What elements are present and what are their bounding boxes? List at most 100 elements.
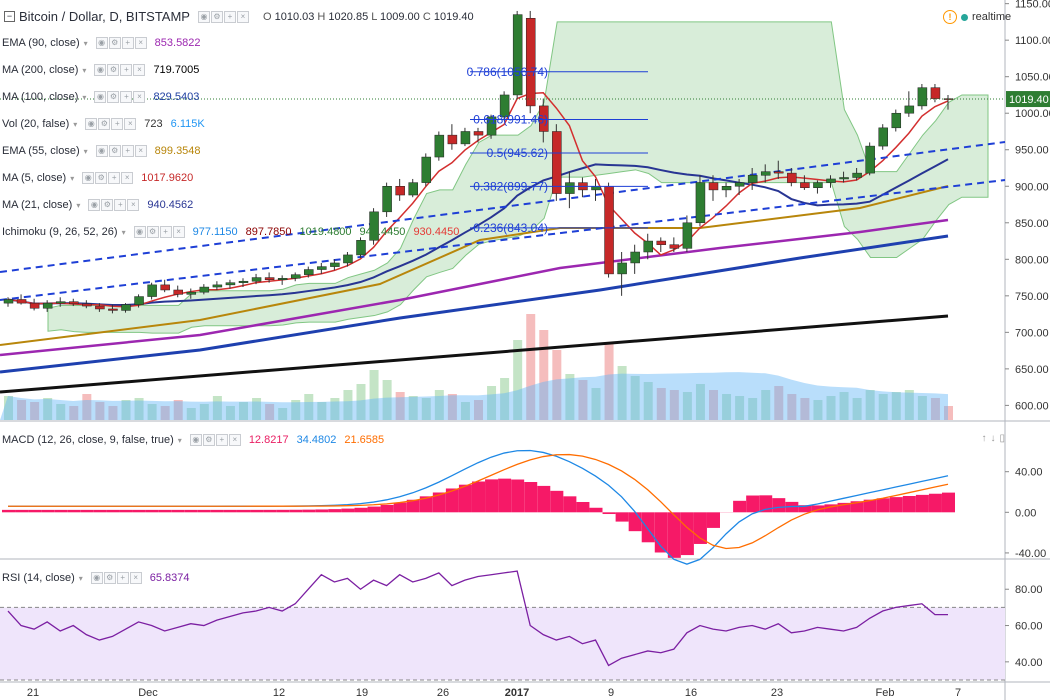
legend-macd[interactable]: MACD (12, 26, close, 9, false, true) ▾ ◉ ⚙ +… [2, 434, 388, 446]
legend-controls[interactable]: ◉ ⚙ + × [90, 572, 142, 584]
legend-3[interactable]: Vol (20, false) ▾ ◉ ⚙ + × 723 6.115K [2, 118, 209, 130]
settings-icon[interactable]: ⚙ [108, 145, 121, 157]
close-icon[interactable]: × [124, 118, 137, 130]
candle [904, 91, 915, 117]
legend-controls[interactable]: ◉ ⚙ + × [95, 145, 147, 157]
dropdown-caret-icon[interactable]: ▾ [73, 119, 78, 129]
settings-icon[interactable]: ⚙ [98, 118, 111, 130]
symbol-controls[interactable]: ◉ ⚙ + × [197, 10, 249, 23]
volume-bar [82, 394, 92, 420]
add-icon[interactable]: + [108, 172, 121, 184]
eye-icon[interactable]: ◉ [90, 572, 103, 584]
eye-icon[interactable]: ◉ [189, 434, 202, 446]
price-axis-bg [1005, 0, 1050, 700]
legend-5[interactable]: MA (5, close) ▾ ◉ ⚙ + × 1017.9620 [2, 172, 197, 184]
signal-line [8, 453, 949, 550]
dropdown-caret-icon[interactable]: ▾ [83, 146, 88, 156]
dropdown-caret-icon[interactable]: ▾ [83, 38, 88, 48]
close-icon[interactable]: × [133, 64, 146, 76]
dropdown-caret-icon[interactable]: ▾ [82, 65, 87, 75]
add-icon[interactable]: + [159, 226, 172, 238]
settings-icon[interactable]: ⚙ [210, 10, 223, 23]
close-icon[interactable]: × [236, 10, 249, 23]
add-icon[interactable]: + [120, 64, 133, 76]
volume-bar [330, 398, 340, 420]
legend-2[interactable]: MA (100, close) ▾ ◉ ⚙ + × 829.5403 [2, 91, 203, 103]
add-icon[interactable]: + [114, 199, 127, 211]
candle [212, 281, 223, 290]
add-icon[interactable]: + [121, 37, 134, 49]
dropdown-caret-icon[interactable]: ▾ [177, 435, 182, 445]
candle-body [604, 186, 614, 275]
eye-icon[interactable]: ◉ [88, 199, 101, 211]
eye-icon[interactable]: ◉ [85, 118, 98, 130]
legend-rsi[interactable]: RSI (14, close) ▾ ◉ ⚙ + × 65.8374 [2, 572, 194, 584]
legend-controls[interactable]: ◉ ⚙ + × [88, 199, 140, 211]
legend-controls[interactable]: ◉ ⚙ + × [82, 172, 134, 184]
eye-icon[interactable]: ◉ [95, 145, 108, 157]
settings-icon[interactable]: ⚙ [202, 434, 215, 446]
legend-0[interactable]: EMA (90, close) ▾ ◉ ⚙ + × 853.5822 [2, 37, 205, 49]
close-icon[interactable]: × [133, 91, 146, 103]
settings-icon[interactable]: ⚙ [101, 199, 114, 211]
macd-histogram-bar [263, 509, 277, 513]
close-icon[interactable]: × [134, 37, 147, 49]
settings-icon[interactable]: ⚙ [103, 572, 116, 584]
volume-ma-area [0, 372, 948, 420]
close-icon[interactable]: × [172, 226, 185, 238]
settings-icon[interactable]: ⚙ [107, 64, 120, 76]
legend-6[interactable]: MA (21, close) ▾ ◉ ⚙ + × 940.4562 [2, 199, 197, 211]
dropdown-caret-icon[interactable]: ▾ [121, 227, 126, 237]
add-icon[interactable]: + [111, 118, 124, 130]
legend-controls[interactable]: ◉ ⚙ + × [94, 91, 146, 103]
add-icon[interactable]: + [120, 91, 133, 103]
macd-pane-controls[interactable]: ↑ ↓ ▯ [981, 433, 1005, 444]
candle [499, 91, 510, 121]
dropdown-caret-icon[interactable]: ▾ [78, 573, 83, 583]
add-icon[interactable]: + [116, 572, 129, 584]
settings-icon[interactable]: ⚙ [95, 172, 108, 184]
candle [813, 180, 823, 194]
eye-icon[interactable]: ◉ [82, 172, 95, 184]
legend-value: 930.4450 [413, 226, 460, 238]
candle-body [760, 171, 771, 176]
candle-body [512, 14, 523, 96]
eye-icon[interactable]: ◉ [95, 37, 108, 49]
settings-icon[interactable]: ⚙ [107, 91, 120, 103]
warning-icon[interactable]: ! [943, 10, 957, 24]
settings-icon[interactable]: ⚙ [146, 226, 159, 238]
eye-icon[interactable]: ◉ [197, 10, 210, 23]
eye-icon[interactable]: ◉ [133, 226, 146, 238]
close-icon[interactable]: × [228, 434, 241, 446]
add-icon[interactable]: + [215, 434, 228, 446]
dropdown-caret-icon[interactable]: ▾ [76, 200, 81, 210]
add-icon[interactable]: + [121, 145, 134, 157]
macd-histogram-bar [824, 504, 838, 513]
eye-icon[interactable]: ◉ [94, 64, 107, 76]
legend-controls[interactable]: ◉ ⚙ + × [94, 64, 146, 76]
macd-histogram-bar [28, 509, 42, 513]
legend-controls[interactable]: ◉ ⚙ + × [133, 226, 185, 238]
volume-bar [500, 378, 510, 420]
legend-1[interactable]: MA (200, close) ▾ ◉ ⚙ + × 719.7005 [2, 64, 203, 76]
candle-body [565, 182, 575, 194]
close-icon[interactable]: × [134, 145, 147, 157]
legend-7[interactable]: Ichimoku (9, 26, 52, 26) ▾ ◉ ⚙ + × 977.1150 897… [2, 226, 463, 238]
add-icon[interactable]: + [223, 10, 236, 23]
candle [395, 178, 405, 201]
close-icon[interactable]: × [129, 572, 142, 584]
dropdown-caret-icon[interactable]: ▾ [82, 92, 87, 102]
close-icon[interactable]: × [127, 199, 140, 211]
eye-icon[interactable]: ◉ [94, 91, 107, 103]
ma21-line [7, 158, 949, 306]
settings-icon[interactable]: ⚙ [108, 37, 121, 49]
legend-controls[interactable]: ◉ ⚙ + × [95, 37, 147, 49]
legend-controls[interactable]: ◉ ⚙ + × [189, 434, 241, 446]
legend-controls[interactable]: ◉ ⚙ + × [85, 118, 137, 130]
legend-4[interactable]: EMA (55, close) ▾ ◉ ⚙ + × 899.3548 [2, 145, 205, 157]
dropdown-caret-icon[interactable]: ▾ [70, 173, 75, 183]
candle-body [865, 145, 875, 174]
close-icon[interactable]: × [121, 172, 134, 184]
collapse-icon[interactable]: − [4, 11, 15, 22]
